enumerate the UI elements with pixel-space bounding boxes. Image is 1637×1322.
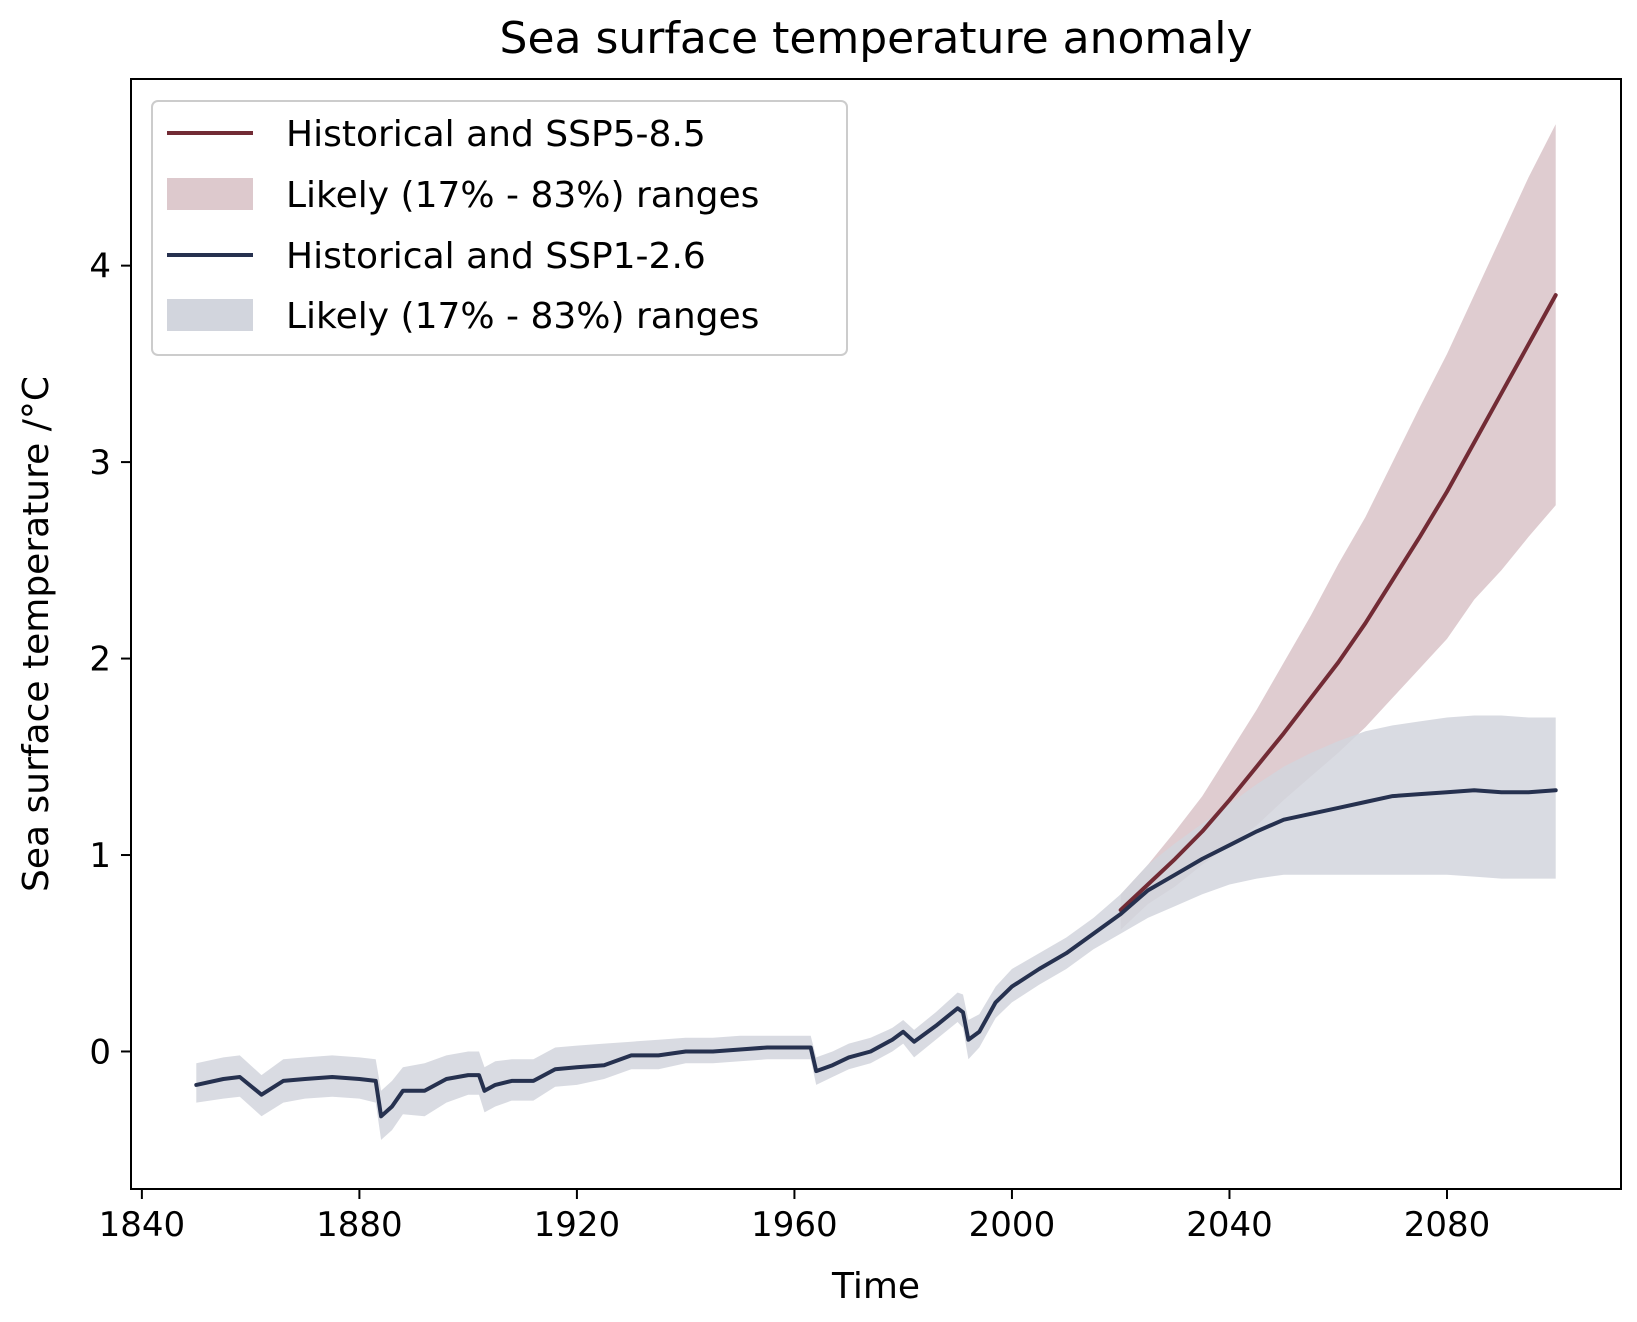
x-tick-label: 1960: [751, 1205, 838, 1245]
legend-label-ssp585-range: Likely (17% - 83%) ranges: [286, 175, 759, 216]
series-lines: [194, 293, 1558, 1119]
line-ssp126: [194, 788, 1558, 1119]
band-ssp585: [1120, 124, 1556, 930]
legend: Historical and SSP5-8.5 Likely (17% - 83…: [151, 100, 848, 356]
x-tick-label: 2000: [969, 1205, 1056, 1245]
confidence-bands: [196, 124, 1556, 1140]
x-tick-label: 1880: [316, 1205, 403, 1245]
y-tick-label: 2: [89, 640, 111, 680]
line-ssp585: [1118, 293, 1558, 912]
x-tick-label: 2040: [1186, 1205, 1273, 1245]
x-axis-label: Time: [831, 1266, 920, 1307]
band-ssp126: [196, 715, 1556, 1140]
y-tick-label: 3: [89, 443, 111, 483]
x-axis: 1840 1880 1920 1960 2000 2040 2080: [99, 1189, 1491, 1245]
legend-box: [151, 100, 848, 356]
x-tick-label: 1920: [534, 1205, 621, 1245]
legend-swatch-ssp585-band: [167, 178, 253, 210]
chart-title: Sea surface temperature anomaly: [500, 13, 1253, 64]
legend-label-ssp126: Historical and SSP1-2.6: [286, 236, 706, 277]
y-tick-label: 1: [89, 836, 111, 876]
x-tick-label: 2080: [1404, 1205, 1491, 1245]
legend-swatch-ssp126-band: [167, 299, 253, 331]
y-axis-label: Sea surface temperature /°C: [16, 376, 57, 892]
y-tick-label: 0: [89, 1032, 111, 1072]
legend-label-ssp126-range: Likely (17% - 83%) ranges: [286, 296, 759, 337]
y-tick-label: 4: [89, 247, 111, 287]
plot-frame: [130, 78, 1622, 1190]
y-axis: 0 1 2 3 4: [89, 247, 131, 1072]
x-tick-label: 1840: [99, 1205, 186, 1245]
legend-label-ssp585: Historical and SSP5-8.5: [286, 114, 706, 155]
